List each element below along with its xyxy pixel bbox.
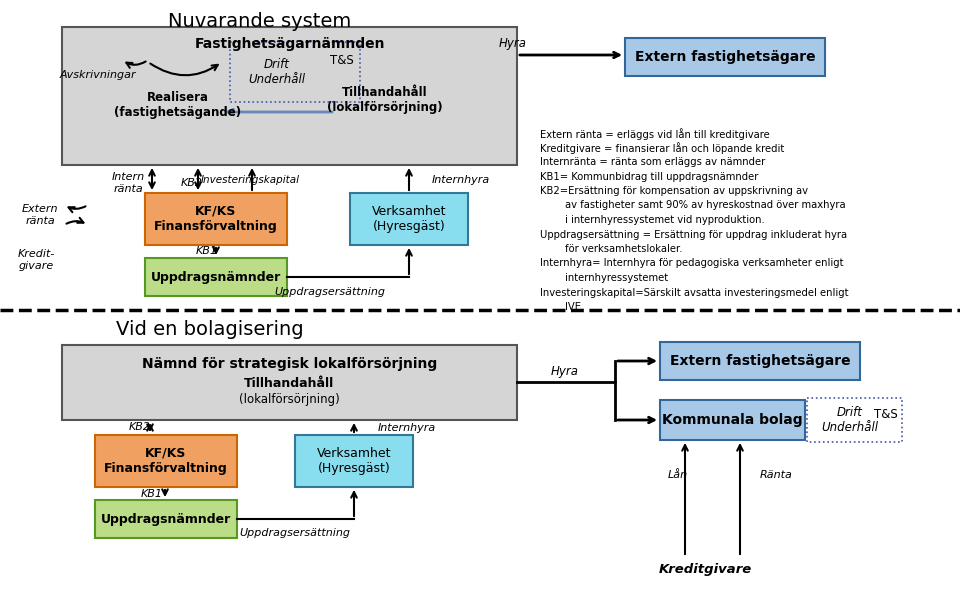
Text: Verksamhet
(Hyresgäst): Verksamhet (Hyresgäst) bbox=[317, 447, 392, 475]
Text: Uppdragsersättning: Uppdragsersättning bbox=[275, 287, 386, 297]
Text: Uppdragsersättning = Ersättning för uppdrag inkluderat hyra: Uppdragsersättning = Ersättning för uppd… bbox=[540, 229, 847, 240]
Text: T&S: T&S bbox=[875, 408, 898, 421]
Text: KB2: KB2 bbox=[129, 422, 151, 432]
Text: Internhyra: Internhyra bbox=[432, 175, 491, 185]
Text: Investeringskapital=Särskilt avsatta investeringsmedel enligt: Investeringskapital=Särskilt avsatta inv… bbox=[540, 287, 849, 298]
Text: Internränta = ränta som erläggs av nämnder: Internränta = ränta som erläggs av nämnd… bbox=[540, 157, 765, 167]
Text: Extern ränta = erläggs vid lån till kreditgivare: Extern ränta = erläggs vid lån till kred… bbox=[540, 128, 770, 140]
Text: Fastighetsägarnämnden: Fastighetsägarnämnden bbox=[194, 37, 385, 51]
Text: Extern fastighetsägare: Extern fastighetsägare bbox=[670, 354, 851, 368]
Text: Kreditgivare: Kreditgivare bbox=[659, 564, 752, 576]
Text: Uppdragsersättning: Uppdragsersättning bbox=[239, 528, 350, 538]
Text: Extern
ränta: Extern ränta bbox=[22, 204, 59, 226]
Text: för verksamhetslokaler.: för verksamhetslokaler. bbox=[540, 244, 683, 254]
Text: Extern fastighetsägare: Extern fastighetsägare bbox=[635, 50, 815, 64]
FancyBboxPatch shape bbox=[95, 435, 237, 487]
Text: internhyressystemet: internhyressystemet bbox=[540, 273, 668, 283]
FancyBboxPatch shape bbox=[230, 42, 360, 102]
Text: Nuvarande system: Nuvarande system bbox=[168, 12, 351, 31]
Text: Ränta: Ränta bbox=[760, 470, 793, 480]
Text: Vid en bolagisering: Vid en bolagisering bbox=[116, 320, 303, 339]
Text: Realisera
(fastighetsägande): Realisera (fastighetsägande) bbox=[114, 91, 242, 119]
Text: Internhyra= Internhyra för pedagogiska verksamheter enligt: Internhyra= Internhyra för pedagogiska v… bbox=[540, 259, 844, 268]
Text: KF/KS
Finansförvaltning: KF/KS Finansförvaltning bbox=[155, 205, 277, 233]
FancyBboxPatch shape bbox=[145, 193, 287, 245]
Text: Uppdragsnämnder: Uppdragsnämnder bbox=[101, 512, 231, 525]
Text: Tillhandahåll: Tillhandahåll bbox=[245, 377, 335, 390]
FancyBboxPatch shape bbox=[350, 193, 468, 245]
FancyBboxPatch shape bbox=[625, 38, 825, 76]
Text: Kommunala bolag: Kommunala bolag bbox=[662, 413, 803, 427]
Text: Investeringskapital: Investeringskapital bbox=[201, 175, 300, 185]
Text: IVE.: IVE. bbox=[540, 302, 585, 312]
Text: KB2: KB2 bbox=[181, 178, 203, 188]
FancyBboxPatch shape bbox=[95, 500, 237, 538]
Text: Drift
Underhåll: Drift Underhåll bbox=[821, 406, 878, 434]
FancyBboxPatch shape bbox=[62, 345, 517, 420]
Text: Drift
Underhåll: Drift Underhåll bbox=[248, 58, 305, 86]
FancyBboxPatch shape bbox=[145, 258, 287, 296]
FancyBboxPatch shape bbox=[660, 400, 805, 440]
Text: Tillhandahåll
(lokalförsörjning): Tillhandahåll (lokalförsörjning) bbox=[327, 86, 443, 114]
Text: Kredit-
givare: Kredit- givare bbox=[17, 249, 55, 271]
Text: Internhyra: Internhyra bbox=[378, 423, 436, 433]
Text: KB1: KB1 bbox=[141, 489, 163, 499]
Text: av fastigheter samt 90% av hyreskostnad över maxhyra: av fastigheter samt 90% av hyreskostnad … bbox=[540, 201, 846, 210]
Text: Kreditgivare = finansierar lån och löpande kredit: Kreditgivare = finansierar lån och löpan… bbox=[540, 143, 784, 154]
Text: Avskrivningar: Avskrivningar bbox=[60, 70, 136, 80]
Text: Uppdragsnämnder: Uppdragsnämnder bbox=[151, 270, 281, 284]
Text: T&S: T&S bbox=[330, 54, 354, 67]
Text: KB1= Kommunbidrag till uppdragsnämnder: KB1= Kommunbidrag till uppdragsnämnder bbox=[540, 171, 758, 182]
FancyBboxPatch shape bbox=[295, 435, 413, 487]
Text: Lån: Lån bbox=[668, 470, 688, 480]
Text: Verksamhet
(Hyresgäst): Verksamhet (Hyresgäst) bbox=[372, 205, 446, 233]
Text: (lokalförsörjning): (lokalförsörjning) bbox=[239, 393, 340, 406]
FancyBboxPatch shape bbox=[807, 398, 902, 442]
Text: i internhyressystemet vid nyproduktion.: i internhyressystemet vid nyproduktion. bbox=[540, 215, 765, 225]
Text: KB2=Ersättning för kompensation av uppskrivning av: KB2=Ersättning för kompensation av uppsk… bbox=[540, 186, 808, 196]
Text: KF/KS
Finansförvaltning: KF/KS Finansförvaltning bbox=[104, 447, 228, 475]
Text: Intern
ränta: Intern ränta bbox=[111, 172, 145, 194]
FancyBboxPatch shape bbox=[62, 27, 517, 165]
Text: Hyra: Hyra bbox=[551, 365, 579, 378]
FancyBboxPatch shape bbox=[660, 342, 860, 380]
Text: KB1: KB1 bbox=[196, 246, 218, 256]
Text: Hyra: Hyra bbox=[499, 37, 527, 51]
Text: Nämnd för strategisk lokalförsörjning: Nämnd för strategisk lokalförsörjning bbox=[142, 357, 437, 371]
